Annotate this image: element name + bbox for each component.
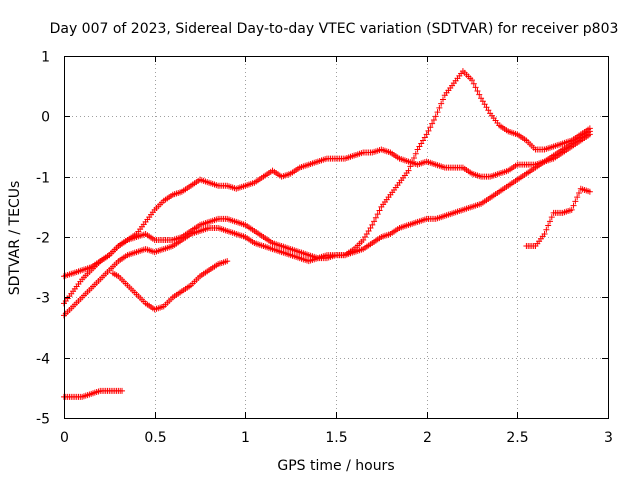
plus-marker	[414, 146, 421, 153]
y-tick-label: -5	[36, 412, 50, 428]
plus-marker	[436, 104, 443, 111]
plus-marker	[434, 109, 441, 116]
axis-ticks	[64, 56, 609, 419]
x-axis-label: GPS time / hours	[277, 458, 394, 474]
plus-marker	[429, 120, 436, 127]
plus-marker	[575, 189, 582, 196]
plus-marker	[416, 143, 423, 150]
plus-marker	[470, 80, 477, 87]
plus-marker	[545, 222, 552, 229]
x-tick-label: 2.5	[506, 430, 528, 446]
x-tick-label: 3	[604, 430, 613, 446]
y-axis-label: SDTVAR / TECUs	[7, 181, 23, 296]
plus-marker	[412, 150, 419, 157]
plus-marker	[478, 95, 485, 102]
plus-marker	[363, 230, 370, 237]
plus-marker	[420, 137, 427, 144]
plus-marker	[362, 234, 369, 240]
plus-marker	[483, 104, 490, 111]
x-tick-label: 2	[423, 430, 432, 446]
plus-marker	[425, 127, 432, 134]
plus-marker	[224, 258, 231, 265]
plus-marker	[541, 230, 548, 237]
plus-marker	[472, 84, 479, 91]
plus-marker	[479, 98, 486, 105]
x-tick-label: 0	[60, 430, 69, 446]
plus-marker	[469, 77, 475, 84]
plus-marker	[427, 124, 434, 131]
plus-marker	[476, 91, 483, 98]
plus-marker	[570, 202, 577, 209]
plus-marker	[485, 107, 492, 114]
plus-marker	[439, 96, 446, 103]
y-tick-label: -1	[36, 171, 50, 187]
plus-marker	[371, 218, 378, 225]
plus-marker	[586, 125, 593, 132]
plus-marker	[372, 214, 379, 221]
plus-marker	[410, 154, 417, 161]
series-track-d	[109, 258, 231, 313]
grid	[64, 56, 609, 419]
plus-marker	[423, 131, 430, 138]
y-tick-label: -4	[36, 352, 50, 368]
plus-marker	[407, 163, 414, 170]
series-track-c	[61, 68, 593, 319]
y-tick-label: -2	[36, 231, 50, 247]
plus-marker	[574, 194, 581, 201]
plus-marker	[586, 188, 593, 195]
plus-marker	[481, 101, 488, 108]
plus-marker	[548, 214, 555, 221]
plus-marker	[418, 140, 425, 147]
plus-marker	[376, 207, 383, 214]
x-tick-labels: 0 0.5 1 1.5 2 2.5 3	[60, 430, 613, 446]
plus-marker	[421, 134, 428, 141]
plus-marker	[546, 218, 553, 225]
plus-marker	[374, 211, 381, 218]
plus-marker	[430, 116, 437, 123]
y-tick-label: 0	[41, 110, 50, 126]
plus-marker	[568, 206, 575, 213]
plus-marker	[543, 226, 550, 233]
plus-marker	[572, 198, 579, 205]
plus-marker	[369, 221, 376, 228]
plus-marker	[432, 113, 439, 120]
y-tick-label: 1	[41, 50, 50, 66]
y-tick-label: -3	[36, 291, 50, 307]
series-track-e	[61, 387, 126, 400]
plus-marker	[360, 237, 367, 244]
data-marks	[61, 68, 593, 400]
series-track-b	[61, 128, 593, 307]
series-track-f	[523, 185, 593, 250]
series-track-a	[61, 131, 593, 280]
plus-marker	[405, 167, 412, 174]
plus-marker	[409, 159, 416, 166]
x-tick-label: 0.5	[144, 430, 166, 446]
x-tick-label: 1	[241, 430, 250, 446]
plus-marker	[367, 224, 374, 231]
plus-marker	[119, 387, 126, 394]
chart-title: Day 007 of 2023, Sidereal Day-to-day VTE…	[50, 21, 619, 37]
x-tick-label: 1.5	[325, 430, 347, 446]
plus-marker	[365, 227, 372, 234]
plus-marker	[438, 100, 445, 107]
y-tick-labels: 1 0 -1 -2 -3 -4 -5	[36, 50, 50, 428]
plus-marker	[474, 87, 481, 94]
